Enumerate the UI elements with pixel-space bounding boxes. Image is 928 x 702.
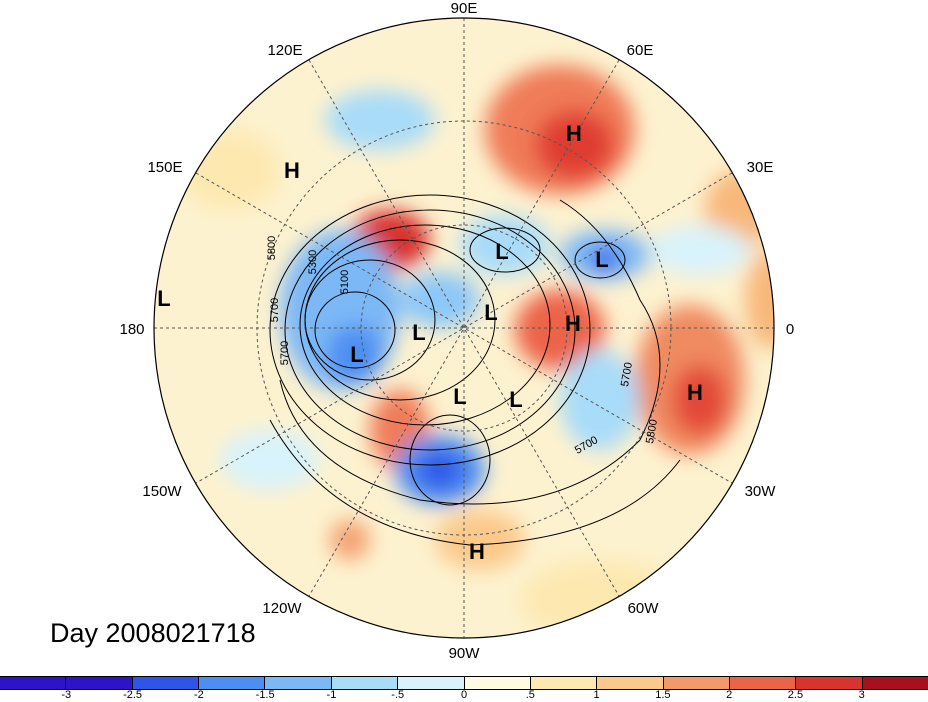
- colorbar-tick-label: -.5: [391, 689, 405, 701]
- colorbar-tick-label: 0: [460, 689, 468, 701]
- high-marker: H: [469, 539, 485, 564]
- graticule: [154, 18, 774, 638]
- contour-label: 5800: [266, 236, 278, 260]
- colorbar-tick-label: 2: [726, 689, 733, 701]
- lon-label-30w: 30W: [745, 483, 777, 500]
- lon-label-60e: 60E: [627, 42, 654, 59]
- longitude-labels: 90E 120E 60E 150E 30E 180 0 150W 30W 120…: [119, 0, 794, 662]
- colorbar-tick-label: -1.5: [255, 689, 275, 701]
- low-marker: L: [412, 320, 425, 345]
- low-marker: L: [453, 384, 466, 409]
- lon-label-180: 180: [119, 321, 144, 338]
- lon-label-150w: 150W: [142, 483, 182, 500]
- contour-label: 5700: [619, 361, 635, 387]
- contour-label: 5100: [339, 270, 351, 294]
- colorbar-swatch: [530, 677, 598, 689]
- lon-label-30e: 30E: [747, 159, 774, 176]
- contour-label: 5300: [307, 250, 319, 274]
- height-contours: [269, 194, 681, 546]
- low-marker: L: [350, 342, 363, 367]
- colorbar-tick-label: 1.5: [655, 689, 671, 701]
- colorbar-tick-label: 2.5: [787, 689, 804, 701]
- colorbar-tick-label: -2.5: [123, 689, 143, 701]
- lon-label-0: 0: [786, 321, 794, 338]
- colorbar-swatch: [663, 677, 730, 689]
- colorbar-swatch: [729, 677, 797, 689]
- colorbar-swatch: [132, 677, 200, 689]
- colorbar-swatch: [862, 677, 928, 689]
- colorbar-tick-label: -3: [61, 689, 72, 701]
- low-marker: L: [484, 300, 497, 325]
- lon-label-90e: 90E: [451, 0, 478, 17]
- colorbar-swatch: [265, 677, 332, 689]
- colorbar-swatch: [464, 677, 531, 689]
- low-marker: L: [157, 286, 170, 311]
- lon-label-90w: 90W: [449, 645, 481, 662]
- colorbar-swatch: [199, 677, 266, 689]
- colorbar: [0, 676, 928, 690]
- map-title: Day 2008021718: [50, 618, 256, 648]
- colorbar-tick-label: 1: [593, 689, 600, 701]
- pressure-centers: H H H H H H L L L L L L L L L L: [157, 121, 703, 564]
- high-marker: H: [284, 158, 300, 183]
- lon-label-60w: 60W: [628, 600, 660, 617]
- low-marker: L: [509, 387, 522, 412]
- colorbar-tick-label: 3: [858, 689, 865, 701]
- colorbar-swatch: [796, 677, 863, 689]
- high-marker: H: [566, 121, 582, 146]
- colorbar-ticks: -3 -2.5 -2 -1.5 -1 -.5 0 .5 1 1.5 2 2.5 3: [0, 689, 928, 702]
- contour-label: 5700: [269, 298, 281, 322]
- high-marker: H: [565, 311, 581, 336]
- colorbar-swatch: [0, 677, 67, 689]
- colorbar-swatch: [66, 677, 133, 689]
- low-marker: L: [595, 247, 608, 272]
- colorbar-swatch: [597, 677, 664, 689]
- lon-label-120e: 120E: [267, 42, 302, 59]
- lon-label-120w: 120W: [262, 600, 302, 617]
- high-marker: H: [687, 380, 703, 405]
- colorbar-tick-label: .5: [525, 689, 535, 701]
- colorbar-swatch: [398, 677, 465, 689]
- colorbar-tick-label: -1: [326, 689, 337, 701]
- lon-label-150e: 150E: [147, 159, 182, 176]
- low-marker: L: [495, 239, 508, 264]
- colorbar-tick-label: -2: [193, 689, 204, 701]
- contour-label: 5800: [644, 418, 660, 444]
- colorbar-swatch: [331, 677, 399, 689]
- polar-map: 90E 120E 60E 150E 30E 180 0 150W 30W 120…: [119, 0, 794, 662]
- map-boundary: [153, 17, 775, 639]
- contour-label: 5700: [279, 341, 291, 365]
